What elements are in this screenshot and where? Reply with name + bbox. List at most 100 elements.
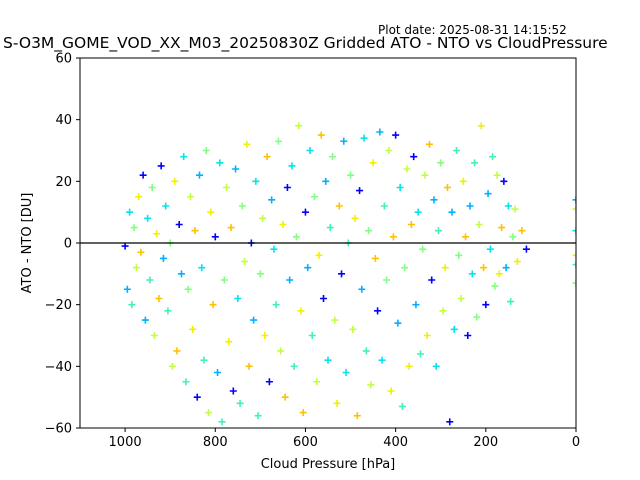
- scatter-point: [261, 332, 269, 339]
- scatter-point: [214, 369, 222, 376]
- x-tick-label: 0: [572, 435, 580, 450]
- scatter-point: [412, 301, 420, 309]
- scatter-point: [484, 190, 492, 198]
- scatter-point: [414, 208, 422, 216]
- scatter-point: [141, 316, 149, 324]
- scatter-point: [462, 233, 470, 241]
- scatter-point: [182, 378, 190, 386]
- scatter-point: [392, 131, 400, 139]
- scatter-point: [153, 230, 161, 238]
- scatter-point: [227, 224, 235, 232]
- scatter-point: [482, 301, 490, 309]
- scatter-point: [175, 221, 183, 228]
- y-axis-ticks: −60 −40 −20 0 20 40 60: [45, 52, 80, 437]
- scatter-point: [177, 270, 185, 278]
- scatter-point: [464, 332, 472, 339]
- scatter-point: [405, 362, 413, 370]
- scatter-point: [380, 202, 388, 210]
- scatter-point: [432, 362, 440, 370]
- scatter-point: [292, 233, 300, 241]
- scatter-point: [191, 227, 199, 235]
- scatter-point: [144, 214, 152, 222]
- scatter-point: [572, 205, 576, 213]
- scatter-point: [241, 258, 249, 265]
- scatter-point: [135, 193, 143, 201]
- scatter-point: [299, 409, 307, 417]
- scatter-point: [394, 319, 402, 327]
- scatter-point: [389, 233, 397, 241]
- scatter-point: [209, 301, 217, 309]
- scatter-point: [471, 159, 479, 167]
- scatter-point: [401, 264, 409, 272]
- scatter-point: [238, 202, 246, 210]
- scatter-point: [126, 208, 134, 216]
- scatter-point: [171, 177, 179, 185]
- scatter-point: [340, 137, 348, 145]
- scatter-point: [507, 298, 515, 306]
- scatter-point: [349, 325, 357, 333]
- scatter-point: [274, 137, 282, 145]
- scatter-point: [193, 393, 201, 401]
- scatter-point: [333, 399, 341, 407]
- scatter-point: [347, 171, 355, 179]
- scatter-point: [439, 307, 447, 315]
- scatter-point: [184, 285, 192, 293]
- scatter-point: [423, 332, 431, 339]
- scatter-point: [446, 418, 454, 426]
- chart-title: S-O3M_GOME_VOD_XX_M03_20250830Z Gridded …: [3, 34, 608, 52]
- scatter-point: [572, 196, 576, 204]
- scatter-point: [403, 165, 411, 173]
- scatter-point: [324, 356, 332, 364]
- scatter-point: [331, 316, 339, 324]
- scatter-point: [498, 224, 506, 232]
- scatter-points: [121, 122, 576, 426]
- scatter-point: [313, 378, 321, 386]
- scatter-point: [434, 227, 442, 235]
- scatter-point: [297, 307, 305, 315]
- y-axis-label: ATO - NTO [DU]: [20, 193, 35, 294]
- scatter-point: [437, 159, 445, 167]
- scatter-point: [279, 221, 287, 228]
- scatter-point: [371, 254, 379, 262]
- scatter-point: [180, 153, 188, 161]
- scatter-point: [572, 279, 576, 287]
- scatter-point: [283, 184, 291, 191]
- scatter-point: [270, 245, 278, 253]
- scatter-point: [430, 196, 438, 204]
- scatter-point: [477, 122, 485, 130]
- scatter-point: [322, 177, 330, 185]
- scatter-point: [236, 399, 244, 407]
- scatter-point: [441, 264, 449, 272]
- scatter-point: [207, 208, 215, 216]
- scatter-point: [468, 270, 476, 278]
- scatter-point: [572, 261, 576, 269]
- scatter-point: [473, 313, 481, 321]
- scatter-point: [164, 307, 172, 315]
- scatter-point: [428, 276, 436, 284]
- scatter-point: [290, 362, 298, 370]
- scatter-point: [146, 276, 154, 284]
- scatter-point: [216, 159, 224, 167]
- scatter-point: [480, 264, 488, 272]
- scatter-point: [263, 153, 271, 161]
- scatter-point: [489, 153, 497, 161]
- scatter-point: [416, 350, 424, 358]
- scatter-point: [385, 147, 393, 154]
- scatter-point: [265, 378, 273, 386]
- scatter-point: [491, 282, 499, 290]
- scatter-point: [376, 128, 384, 136]
- scatter-point: [509, 233, 517, 241]
- y-tick-label: −20: [45, 298, 72, 313]
- scatter-point: [229, 387, 237, 395]
- scatter-point: [353, 412, 361, 420]
- scatter-point: [453, 147, 461, 154]
- scatter-point: [168, 362, 176, 370]
- scatter-point: [396, 184, 404, 191]
- scatter-point: [495, 270, 503, 278]
- scatter-point: [459, 177, 467, 185]
- scatter-point: [173, 347, 181, 355]
- plot-date-label: Plot date: 2025-08-31 14:15:52: [378, 23, 567, 37]
- scatter-point: [410, 153, 418, 161]
- scatter-point: [225, 338, 233, 346]
- scatter-point: [500, 177, 508, 185]
